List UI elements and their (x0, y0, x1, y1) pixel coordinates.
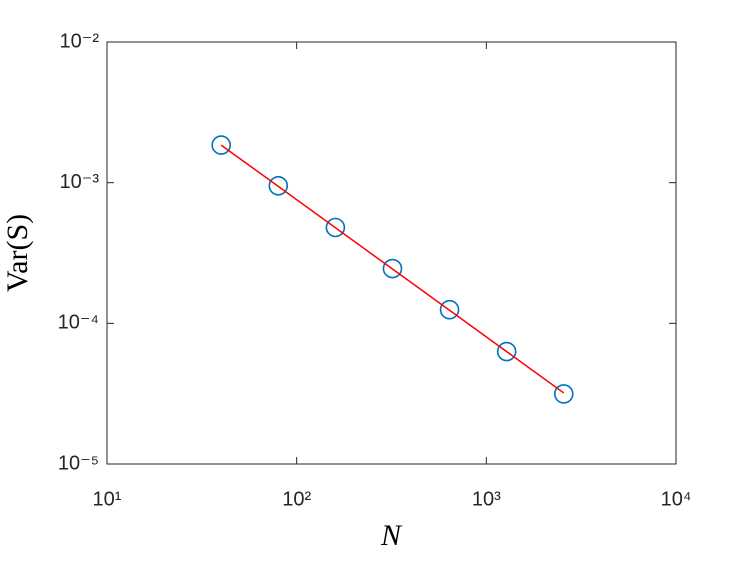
y-tick-label: 10⁻⁵ (58, 452, 99, 474)
plot-box (106, 41, 677, 465)
data-point (268, 176, 289, 196)
y-tick-label: 10⁻³ (60, 171, 100, 193)
y-axis-label: Var(S) (1, 214, 34, 292)
data-point (325, 217, 346, 238)
y-tick-label: 10⁻² (60, 30, 100, 52)
x-tick-label: 10² (282, 488, 311, 510)
y-tick-label: 10⁻⁴ (58, 312, 99, 334)
data-point (382, 258, 403, 279)
data-point (553, 384, 574, 404)
x-tick-label: 10¹ (93, 488, 122, 510)
x-tick-label: 10³ (472, 488, 501, 510)
x-tick-label: 10⁴ (661, 488, 692, 510)
data-point (211, 135, 231, 155)
data-point (439, 299, 460, 320)
fit-line (220, 144, 565, 394)
data-point (496, 341, 517, 362)
x-axis-label: N (380, 519, 403, 552)
